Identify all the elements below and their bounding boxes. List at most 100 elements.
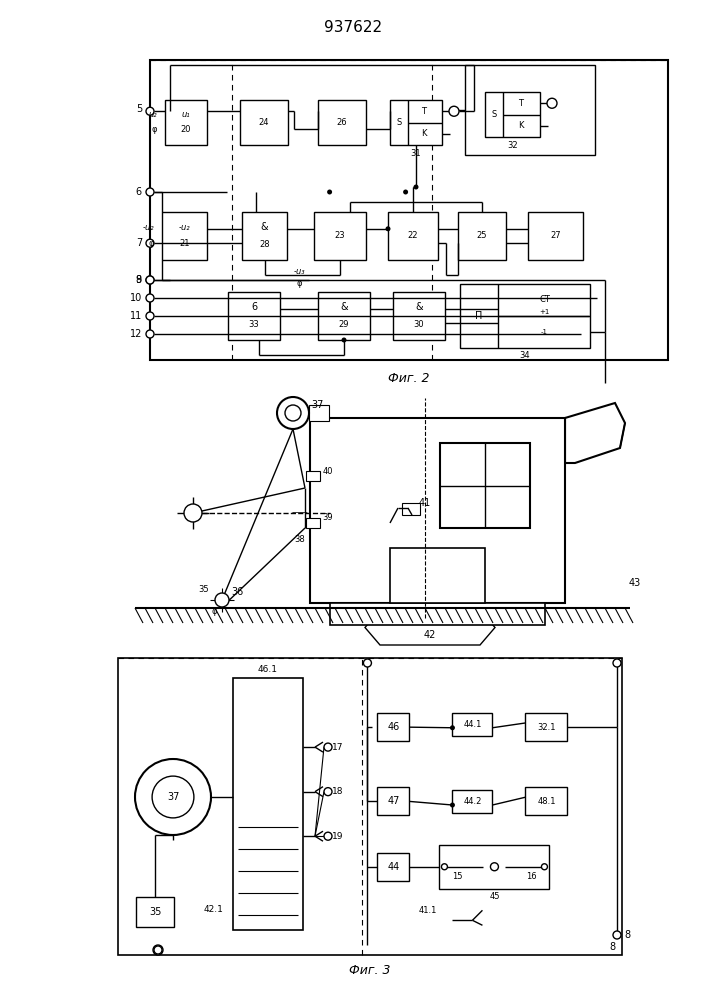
Text: 26: 26 (337, 118, 347, 127)
Text: 41: 41 (419, 498, 431, 508)
Text: 7: 7 (136, 238, 142, 248)
Text: 39: 39 (322, 514, 333, 522)
Circle shape (135, 759, 211, 835)
Text: 44.1: 44.1 (463, 720, 481, 729)
Circle shape (146, 330, 154, 338)
Bar (452, 713, 493, 736)
Bar (485, 92, 540, 137)
Circle shape (146, 312, 154, 320)
Text: 48.1: 48.1 (537, 797, 556, 806)
Circle shape (146, 276, 154, 284)
Bar (440, 845, 549, 889)
Text: 30: 30 (414, 320, 424, 329)
Text: &: & (261, 222, 269, 232)
Bar (465, 65, 595, 155)
Circle shape (403, 190, 408, 194)
Text: 29: 29 (339, 320, 349, 329)
Text: 41.1: 41.1 (419, 906, 437, 915)
Bar (330, 603, 545, 625)
Circle shape (277, 397, 309, 429)
Circle shape (146, 294, 154, 302)
Bar (390, 548, 485, 603)
Text: 25: 25 (477, 232, 487, 240)
Text: 20: 20 (181, 125, 192, 134)
Circle shape (146, 239, 154, 247)
Text: 28: 28 (259, 240, 270, 249)
Text: 35: 35 (148, 907, 161, 917)
Circle shape (324, 788, 332, 796)
Text: 33: 33 (249, 320, 259, 329)
Text: 21: 21 (180, 239, 189, 248)
Text: 16: 16 (526, 872, 537, 881)
Circle shape (341, 338, 346, 342)
Text: S: S (397, 118, 402, 127)
Text: -u₂: -u₂ (179, 223, 190, 232)
Text: 10: 10 (130, 293, 142, 303)
Circle shape (450, 725, 455, 730)
Circle shape (154, 946, 162, 954)
Bar (162, 212, 207, 260)
Bar (318, 292, 370, 340)
Bar (460, 284, 590, 348)
Circle shape (324, 743, 332, 751)
Text: -u₃: -u₃ (293, 267, 305, 276)
Bar (240, 100, 288, 145)
Circle shape (146, 107, 154, 115)
Text: 12: 12 (129, 329, 142, 339)
Text: 47: 47 (387, 796, 399, 806)
Bar (390, 100, 442, 145)
Text: 46.1: 46.1 (258, 666, 278, 674)
Bar (242, 212, 287, 260)
Text: СТ: СТ (539, 296, 550, 304)
Text: 31: 31 (411, 148, 421, 157)
Circle shape (547, 98, 557, 108)
Text: 19: 19 (332, 832, 344, 841)
Text: -1: -1 (541, 329, 548, 335)
Text: T: T (421, 107, 426, 116)
Circle shape (363, 659, 371, 667)
Text: 32.1: 32.1 (537, 723, 556, 732)
Text: 9: 9 (136, 275, 142, 285)
Text: 8: 8 (624, 930, 630, 940)
Text: 27: 27 (550, 232, 561, 240)
Text: 42: 42 (423, 630, 436, 640)
Bar (118, 658, 622, 955)
Text: S: S (491, 110, 496, 119)
Text: u₁: u₁ (182, 110, 190, 119)
Text: &: & (415, 302, 423, 312)
Bar (310, 418, 565, 603)
Bar (318, 100, 366, 145)
Bar (150, 60, 668, 360)
Text: 34: 34 (520, 352, 530, 360)
Text: 45: 45 (489, 892, 500, 901)
Text: 44.2: 44.2 (463, 797, 481, 806)
Text: 8: 8 (136, 275, 142, 285)
Bar (528, 212, 583, 260)
Text: 8: 8 (609, 942, 615, 952)
Circle shape (491, 863, 498, 871)
Bar (136, 897, 174, 927)
Text: 24: 24 (259, 118, 269, 127)
Text: 22: 22 (408, 232, 419, 240)
Text: ——: —— (291, 508, 308, 518)
Text: φ: φ (148, 239, 154, 248)
Circle shape (385, 226, 390, 231)
Bar (314, 212, 366, 260)
Bar (378, 787, 409, 815)
Bar (228, 292, 280, 340)
Circle shape (613, 659, 621, 667)
Bar (306, 471, 320, 481)
Circle shape (613, 931, 621, 939)
Circle shape (449, 106, 459, 116)
Bar (525, 787, 568, 815)
Text: Фиг. 2: Фиг. 2 (388, 371, 430, 384)
Circle shape (450, 803, 455, 808)
Circle shape (146, 276, 154, 284)
Text: 11: 11 (130, 311, 142, 321)
Circle shape (441, 864, 448, 870)
Circle shape (152, 776, 194, 818)
Text: 35: 35 (199, 585, 209, 594)
Text: 46: 46 (387, 722, 399, 732)
Text: 6: 6 (251, 302, 257, 312)
Text: 42.1: 42.1 (203, 906, 223, 914)
